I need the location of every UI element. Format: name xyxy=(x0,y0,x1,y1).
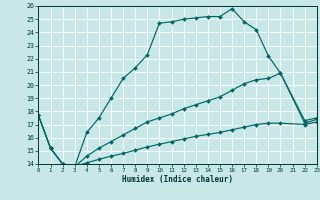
X-axis label: Humidex (Indice chaleur): Humidex (Indice chaleur) xyxy=(122,175,233,184)
